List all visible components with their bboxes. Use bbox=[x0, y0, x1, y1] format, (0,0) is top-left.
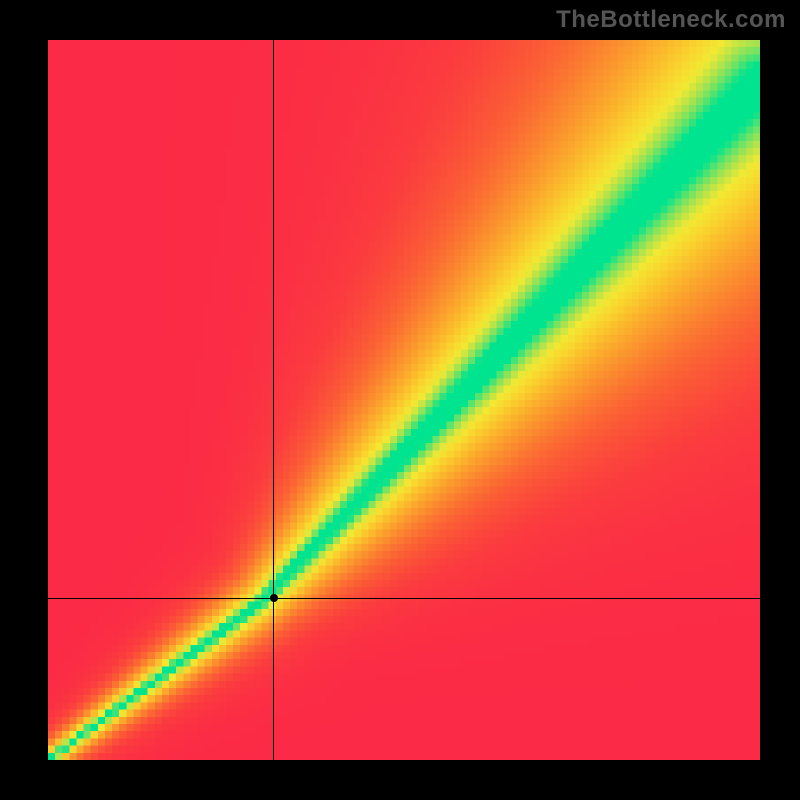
heatmap-plot bbox=[48, 40, 760, 760]
crosshair-horizontal bbox=[48, 598, 760, 599]
attribution-label: TheBottleneck.com bbox=[556, 6, 786, 34]
heatmap-canvas bbox=[48, 40, 760, 760]
chart-container: TheBottleneck.com bbox=[0, 0, 800, 800]
crosshair-marker bbox=[270, 594, 278, 602]
crosshair-vertical bbox=[273, 40, 274, 760]
